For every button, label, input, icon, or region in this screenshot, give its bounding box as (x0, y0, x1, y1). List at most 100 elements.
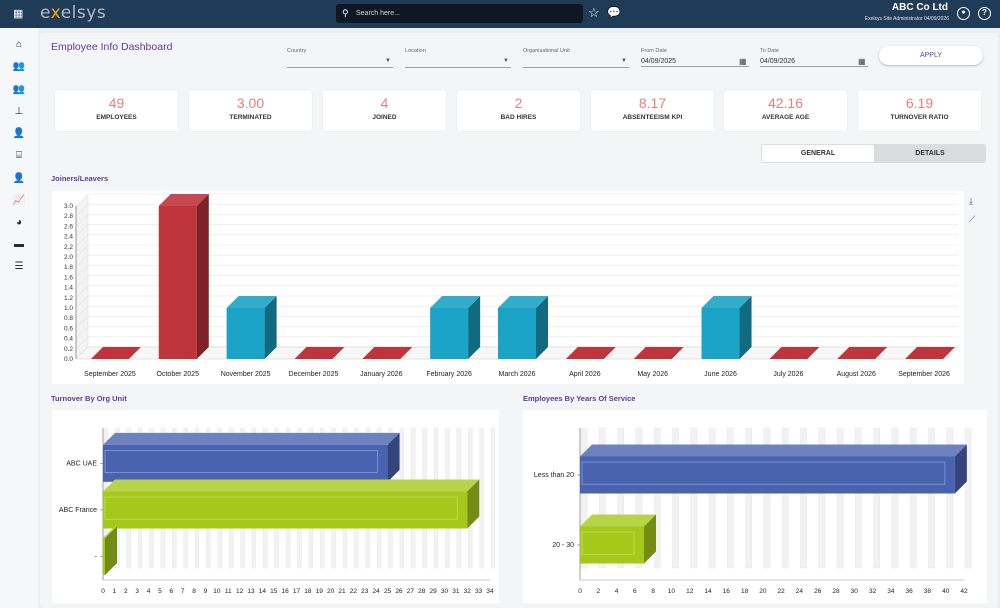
x-tick-label: 40 (942, 588, 950, 595)
turnover-chart: 0 1 2 3 4 5 6 7 8 9 10 11 12 13 14 15 16 17 18 19 20 21 22 23 24… (59, 427, 496, 595)
x-tick-label: 30 (441, 588, 449, 595)
chart-type-icon[interactable]: ⟋ (969, 214, 976, 224)
bar-zero (294, 347, 345, 359)
grid-band (928, 427, 935, 569)
grid-band (672, 427, 679, 569)
bar-side (264, 296, 277, 359)
x-tick-label: 6 (169, 588, 173, 595)
user-icon[interactable]: 👤 (12, 128, 26, 139)
org-unit-caret-icon[interactable]: ▼ (621, 58, 627, 64)
grid-band (690, 427, 698, 569)
y-tick-label: 20 - 30 (552, 542, 574, 549)
kpi-value: 6.19 (905, 95, 934, 111)
grid-band (800, 427, 807, 569)
company-name: ABC Co Ltd (891, 2, 948, 13)
apply-button[interactable]: APPLY (879, 46, 983, 65)
org-unit-select[interactable] (523, 58, 629, 68)
x-tick-label: 18 (741, 588, 749, 595)
reports-icon[interactable]: ☰ (14, 261, 24, 272)
y-tick-label: 3.0 (64, 203, 73, 210)
employees-icon[interactable]: 👥 (12, 61, 26, 72)
x-tick-label: 14 (259, 588, 267, 595)
grid-band (653, 427, 661, 569)
kpi-label: JOINED (372, 114, 397, 121)
location-caret-icon[interactable]: ▼ (503, 58, 509, 64)
x-tick-label: August 2026 (837, 371, 876, 378)
grid-line (75, 265, 89, 278)
pie-chart-icon[interactable]: ◕ (15, 217, 23, 228)
x-tick-label: 31 (452, 588, 460, 595)
grid-line (75, 316, 89, 329)
y-tick-label: ABC UAE (66, 460, 97, 467)
y-tick-label: 2.8 (64, 213, 73, 220)
x-tick-label: 8 (651, 588, 655, 595)
bar-top (226, 296, 277, 308)
grid-line (75, 336, 89, 349)
country-caret-icon[interactable]: ▼ (385, 58, 391, 64)
account-icon[interactable]: ● (957, 7, 970, 20)
bar-top (103, 526, 117, 539)
x-tick-label: 12 (686, 588, 694, 595)
bar-top (701, 296, 752, 308)
logo-part: e (40, 3, 51, 23)
x-tick-label: June 2026 (704, 371, 737, 378)
grid-band (490, 427, 496, 569)
grid-line (75, 244, 89, 258)
service-panel: 0 2 4 6 8 10 12 14 16 18 20 22 24 26 28 30 32 34 36 38 40 42 L… (523, 410, 987, 603)
bar-front (103, 444, 388, 482)
from-calendar-icon[interactable]: ▦ (739, 57, 747, 66)
joiners-title: Joiners/Leavers (51, 174, 109, 183)
folder-icon[interactable]: ▬ (14, 239, 24, 250)
location-select[interactable] (405, 58, 511, 68)
home-icon[interactable]: ⌂ (15, 39, 23, 50)
x-tick-label: 10 (668, 588, 676, 595)
x-tick-label: 24 (373, 588, 381, 595)
to-calendar-icon[interactable]: ▦ (858, 57, 866, 66)
y-tick-label: 1.8 (64, 264, 73, 271)
kpi-value: 49 (108, 95, 125, 111)
bar-top (580, 444, 967, 457)
country-select[interactable] (287, 58, 393, 68)
kpi-card-turnover-ratio: 6.19 TURNOVER RATIO (858, 90, 981, 131)
grid-line (75, 295, 89, 309)
x-tick-label: 25 (384, 588, 392, 595)
search-input[interactable]: ⚲ Search here... (336, 4, 583, 23)
bar-top (430, 296, 481, 308)
top-bar: ▦ exelsys ⚲ Search here... ☆ 💬 ABC Co Ltd… (0, 0, 1000, 28)
favorites-star-icon[interactable]: ☆ (588, 5, 600, 20)
org-chart-icon[interactable]: ⊥ (14, 106, 24, 117)
page-title: Employee Info Dashboard (51, 41, 173, 53)
line-chart-icon[interactable]: 📈 (12, 195, 26, 206)
to-date-label: To Date (760, 48, 779, 54)
x-tick-label: 6 (633, 588, 637, 595)
x-tick-label: 26 (814, 588, 822, 595)
tab-details[interactable]: DETAILS (915, 150, 945, 157)
x-tick-label: 14 (704, 588, 712, 595)
grid-band (964, 427, 972, 569)
add-user-icon[interactable]: 👤 (12, 173, 26, 184)
apps-grid-icon[interactable]: ▦ (13, 8, 24, 20)
bar-zero (769, 347, 820, 359)
x-tick-label: 12 (236, 588, 244, 595)
teams-icon[interactable]: 👥 (12, 84, 26, 95)
from-date-input[interactable]: 04/09/2025 (641, 57, 749, 67)
help-icon[interactable]: ? (978, 7, 991, 20)
x-tick-label: 28 (832, 588, 840, 595)
y-tick-label: 0.4 (64, 336, 73, 343)
y-tick-label: ABC France (59, 507, 97, 514)
download-icon[interactable]: ⤓ (969, 196, 973, 206)
kpi-value: 4 (380, 95, 389, 111)
bar-zero (905, 347, 956, 359)
chat-icon[interactable]: 💬 (607, 7, 621, 19)
logo[interactable]: exelsys (40, 3, 106, 23)
institution-icon[interactable]: ⌸ (16, 150, 22, 161)
kpi-card-employees: 49 EMPLOYEES (55, 90, 178, 131)
bar-side (196, 194, 209, 359)
kpi-card-average-age: 42.16 AVERAGE AGE (724, 90, 847, 131)
x-tick-label: 20 (327, 588, 335, 595)
grid-line (75, 214, 89, 227)
to-date-input[interactable]: 04/09/2026 (760, 57, 868, 67)
grid-band (479, 427, 484, 569)
tab-general[interactable]: GENERAL (762, 145, 874, 162)
bar-front (580, 526, 644, 564)
